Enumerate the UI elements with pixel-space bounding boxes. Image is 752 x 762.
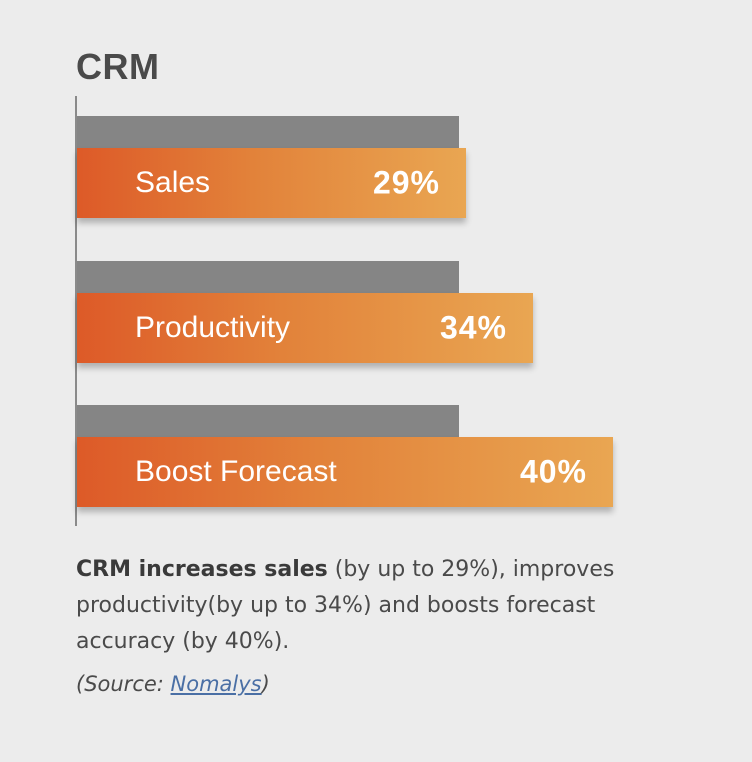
chart-title: CRM bbox=[76, 46, 160, 87]
bar-value-label: 29% bbox=[372, 164, 440, 201]
axis-line bbox=[75, 96, 77, 526]
bar-background bbox=[77, 116, 459, 148]
bar: Productivity 34% bbox=[77, 293, 533, 363]
source-prefix: (Source: bbox=[76, 672, 171, 696]
bar-background bbox=[77, 261, 459, 293]
bar-label: Boost Forecast bbox=[135, 455, 337, 488]
bar-background bbox=[77, 405, 459, 437]
bar-label: Sales bbox=[135, 166, 211, 199]
bar-value-label: 34% bbox=[439, 309, 507, 346]
source-link[interactable]: Nomalys bbox=[170, 672, 262, 696]
bar-label: Productivity bbox=[135, 311, 291, 344]
source-note: (Source: Nomalys) bbox=[76, 672, 270, 696]
caption-bold: CRM increases sales bbox=[76, 557, 328, 582]
caption-text: (by up to 29%), improves productivity(by… bbox=[76, 557, 615, 654]
caption: CRM increases sales (by up to 29%), impr… bbox=[76, 552, 676, 660]
bar: Sales 29% bbox=[77, 148, 466, 218]
bar: Boost Forecast 40% bbox=[77, 437, 613, 507]
bar-value-label: 40% bbox=[519, 453, 587, 490]
source-suffix: ) bbox=[261, 672, 270, 696]
